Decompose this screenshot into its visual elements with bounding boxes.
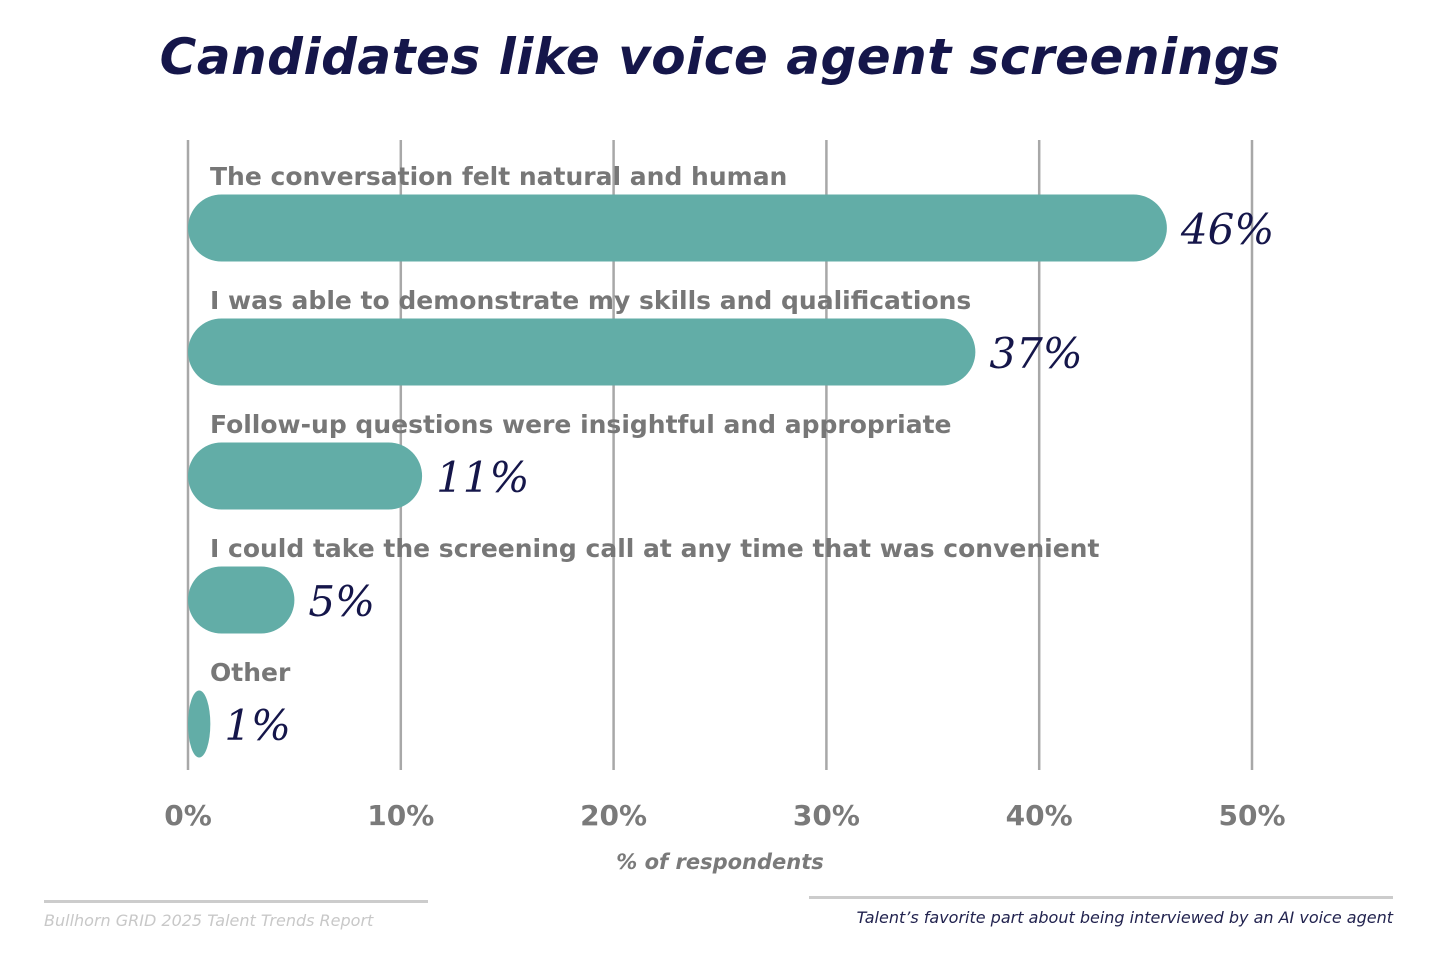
bar: [188, 318, 976, 386]
data-label: 46%: [1180, 205, 1274, 254]
data-label: 37%: [989, 329, 1082, 378]
data-label: 1%: [224, 701, 291, 750]
x-tick-label: 10%: [367, 799, 434, 832]
x-tick-label: 20%: [580, 799, 647, 832]
category-label: I was able to demonstrate my skills and …: [210, 286, 971, 315]
chart-title: Candidates like voice agent screenings: [159, 28, 1281, 86]
chart-caption: Talent’s favorite part about being inter…: [809, 896, 1393, 927]
x-tick-label: 40%: [1006, 799, 1073, 832]
category-label: Other: [210, 658, 291, 687]
x-tick-label: 50%: [1218, 799, 1285, 832]
x-tick-label: 0%: [164, 799, 212, 832]
category-label: I could take the screening call at any t…: [210, 534, 1099, 563]
bar: [188, 442, 423, 510]
category-label: Follow-up questions were insightful and …: [210, 410, 951, 439]
x-axis-label: % of respondents: [616, 850, 824, 874]
data-label: 5%: [308, 577, 375, 626]
x-tick-label: 30%: [793, 799, 860, 832]
bar: [188, 566, 295, 634]
bar: [188, 690, 211, 758]
category-label: The conversation felt natural and human: [210, 162, 787, 191]
data-label: 11%: [436, 453, 529, 502]
bar: [188, 194, 1167, 262]
source-note: Bullhorn GRID 2025 Talent Trends Report: [44, 900, 428, 930]
